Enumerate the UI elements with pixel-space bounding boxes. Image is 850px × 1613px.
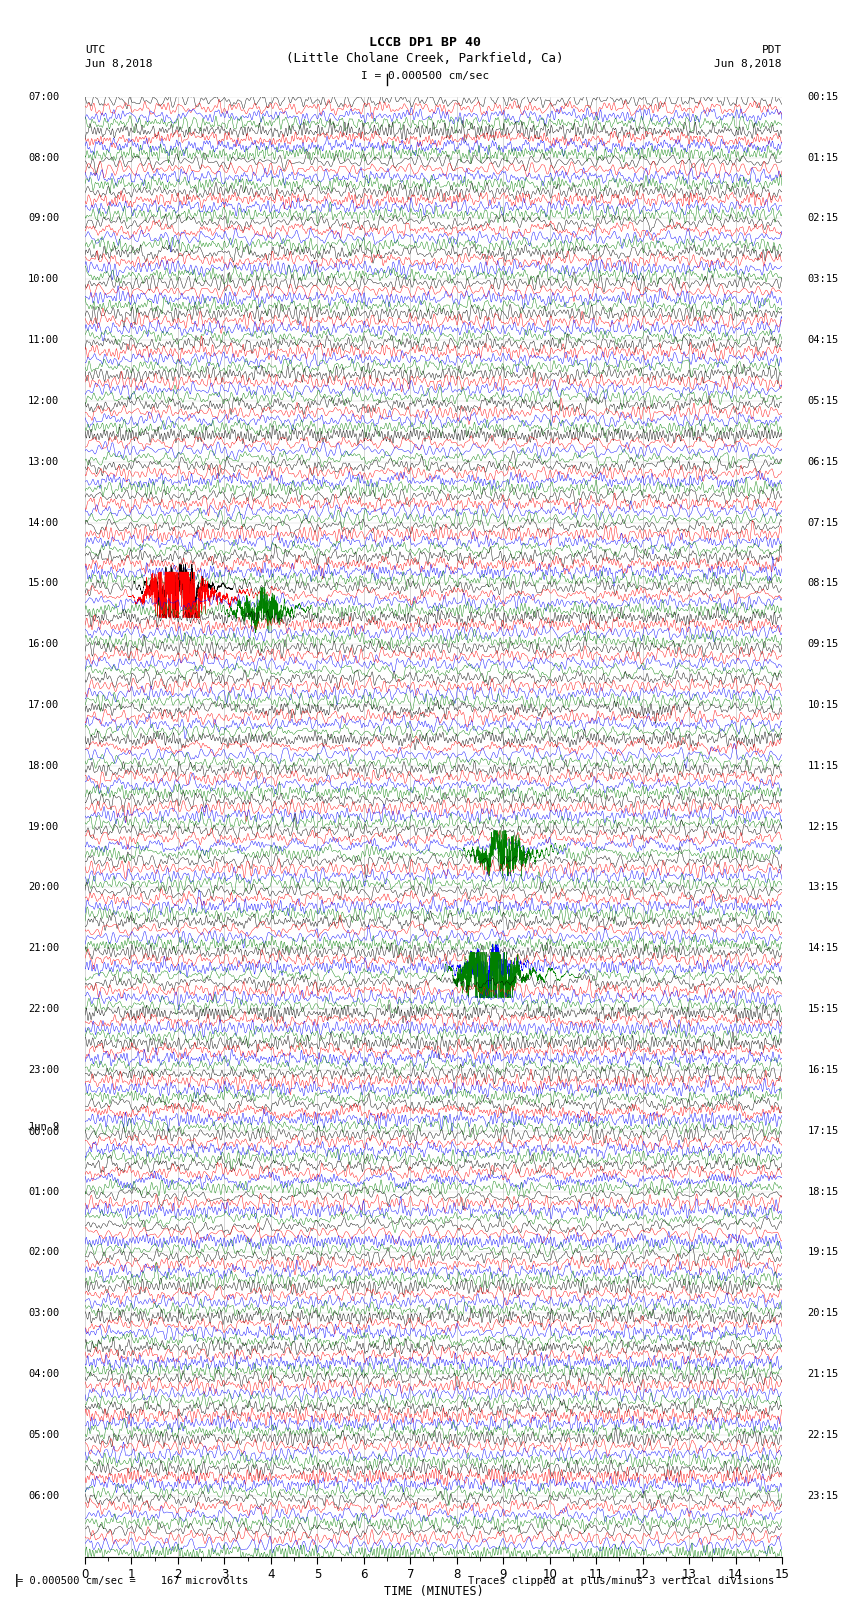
- Text: 05:00: 05:00: [28, 1429, 60, 1440]
- Text: 01:15: 01:15: [808, 153, 839, 163]
- Text: 14:00: 14:00: [28, 518, 60, 527]
- Text: 08:00: 08:00: [28, 153, 60, 163]
- Text: LCCB DP1 BP 40: LCCB DP1 BP 40: [369, 35, 481, 50]
- Text: 17:15: 17:15: [808, 1126, 839, 1136]
- Text: 18:15: 18:15: [808, 1187, 839, 1197]
- Text: 11:15: 11:15: [808, 761, 839, 771]
- Text: 19:00: 19:00: [28, 821, 60, 832]
- Text: = 0.000500 cm/sec =    167 microvolts: = 0.000500 cm/sec = 167 microvolts: [17, 1576, 248, 1586]
- Text: 15:15: 15:15: [808, 1005, 839, 1015]
- Text: Jun 9: Jun 9: [28, 1123, 60, 1132]
- Text: 13:00: 13:00: [28, 456, 60, 466]
- Text: 14:15: 14:15: [808, 944, 839, 953]
- Text: 09:00: 09:00: [28, 213, 60, 224]
- Text: UTC: UTC: [85, 45, 105, 55]
- Text: 19:15: 19:15: [808, 1247, 839, 1258]
- Text: Jun 8,2018: Jun 8,2018: [715, 60, 782, 69]
- Text: 23:00: 23:00: [28, 1065, 60, 1074]
- Text: 06:15: 06:15: [808, 456, 839, 466]
- Text: 04:15: 04:15: [808, 336, 839, 345]
- Text: Traces clipped at plus/minus 3 vertical divisions: Traces clipped at plus/minus 3 vertical …: [468, 1576, 774, 1586]
- Text: 07:00: 07:00: [28, 92, 60, 102]
- Text: 13:15: 13:15: [808, 882, 839, 892]
- Text: 00:00: 00:00: [28, 1127, 60, 1137]
- Text: |: |: [13, 1574, 20, 1587]
- Text: 12:00: 12:00: [28, 395, 60, 406]
- Text: 23:15: 23:15: [808, 1490, 839, 1500]
- Text: 10:15: 10:15: [808, 700, 839, 710]
- Text: 12:15: 12:15: [808, 821, 839, 832]
- Text: 02:00: 02:00: [28, 1247, 60, 1258]
- Text: 21:00: 21:00: [28, 944, 60, 953]
- Text: I = 0.000500 cm/sec: I = 0.000500 cm/sec: [361, 71, 489, 81]
- Text: Jun 8,2018: Jun 8,2018: [85, 60, 152, 69]
- Text: 04:00: 04:00: [28, 1369, 60, 1379]
- Text: 03:00: 03:00: [28, 1308, 60, 1318]
- Text: 20:00: 20:00: [28, 882, 60, 892]
- Text: PDT: PDT: [762, 45, 782, 55]
- Text: 05:15: 05:15: [808, 395, 839, 406]
- Text: 01:00: 01:00: [28, 1187, 60, 1197]
- Text: 20:15: 20:15: [808, 1308, 839, 1318]
- Text: 22:15: 22:15: [808, 1429, 839, 1440]
- Text: 00:15: 00:15: [808, 92, 839, 102]
- Text: 09:15: 09:15: [808, 639, 839, 648]
- X-axis label: TIME (MINUTES): TIME (MINUTES): [383, 1586, 484, 1598]
- Text: 16:15: 16:15: [808, 1065, 839, 1074]
- Text: 08:15: 08:15: [808, 579, 839, 589]
- Text: 02:15: 02:15: [808, 213, 839, 224]
- Text: 17:00: 17:00: [28, 700, 60, 710]
- Text: (Little Cholane Creek, Parkfield, Ca): (Little Cholane Creek, Parkfield, Ca): [286, 52, 564, 65]
- Text: 22:00: 22:00: [28, 1005, 60, 1015]
- Text: 11:00: 11:00: [28, 336, 60, 345]
- Text: 18:00: 18:00: [28, 761, 60, 771]
- Text: 10:00: 10:00: [28, 274, 60, 284]
- Text: 07:15: 07:15: [808, 518, 839, 527]
- Text: 21:15: 21:15: [808, 1369, 839, 1379]
- Text: 15:00: 15:00: [28, 579, 60, 589]
- Text: 06:00: 06:00: [28, 1490, 60, 1500]
- Text: 16:00: 16:00: [28, 639, 60, 648]
- Text: 03:15: 03:15: [808, 274, 839, 284]
